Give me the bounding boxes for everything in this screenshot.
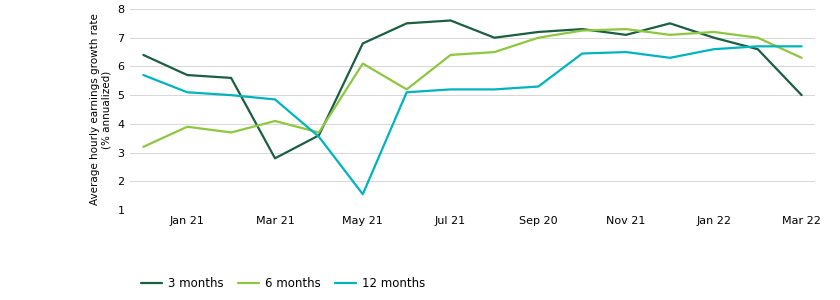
6 months [709, 30, 719, 34]
12 months [139, 73, 149, 77]
6 months [577, 29, 587, 32]
3 months [753, 47, 763, 51]
6 months [490, 50, 500, 54]
6 months [314, 131, 324, 134]
3 months [709, 36, 719, 40]
12 months [270, 98, 280, 101]
12 months [358, 192, 368, 196]
3 months [139, 53, 149, 57]
12 months [182, 91, 192, 94]
3 months [270, 157, 280, 160]
6 months [621, 27, 631, 31]
3 months [533, 30, 543, 34]
12 months [402, 91, 412, 94]
6 months [445, 53, 455, 57]
3 months [314, 134, 324, 137]
Line: 3 months: 3 months [144, 20, 801, 158]
3 months [226, 76, 236, 80]
12 months [314, 135, 324, 139]
12 months [533, 85, 543, 88]
Y-axis label: Average hourly earnings growth rate
(% annualized): Average hourly earnings growth rate (% a… [91, 14, 112, 206]
3 months [490, 36, 500, 40]
3 months [577, 27, 587, 31]
12 months [445, 88, 455, 91]
6 months [270, 119, 280, 123]
Legend: 3 months, 6 months, 12 months: 3 months, 6 months, 12 months [136, 272, 430, 295]
3 months [665, 22, 675, 25]
6 months [182, 125, 192, 128]
12 months [226, 93, 236, 97]
3 months [182, 73, 192, 77]
12 months [709, 47, 719, 51]
3 months [402, 22, 412, 25]
6 months [402, 88, 412, 91]
6 months [139, 145, 149, 148]
12 months [796, 44, 806, 48]
Line: 6 months: 6 months [144, 29, 801, 147]
6 months [226, 131, 236, 134]
3 months [796, 93, 806, 97]
6 months [796, 56, 806, 60]
12 months [753, 44, 763, 48]
12 months [621, 50, 631, 54]
6 months [358, 62, 368, 65]
3 months [358, 42, 368, 45]
6 months [753, 36, 763, 40]
12 months [665, 56, 675, 60]
6 months [533, 36, 543, 40]
12 months [577, 52, 587, 55]
Line: 12 months: 12 months [144, 46, 801, 194]
6 months [665, 33, 675, 37]
3 months [621, 33, 631, 37]
3 months [445, 19, 455, 22]
12 months [490, 88, 500, 91]
